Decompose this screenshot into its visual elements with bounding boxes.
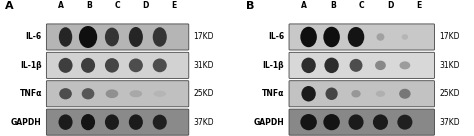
Text: IL-1β: IL-1β: [263, 61, 284, 70]
Text: IL-6: IL-6: [26, 33, 42, 41]
Text: TNFα: TNFα: [19, 89, 42, 98]
Text: B: B: [330, 1, 336, 10]
Text: 25KD: 25KD: [439, 89, 460, 98]
FancyBboxPatch shape: [289, 109, 435, 135]
Ellipse shape: [153, 58, 167, 72]
Text: E: E: [417, 1, 422, 10]
Ellipse shape: [153, 27, 167, 47]
FancyBboxPatch shape: [46, 52, 189, 78]
Text: TNFα: TNFα: [262, 89, 284, 98]
Ellipse shape: [81, 58, 95, 73]
Ellipse shape: [376, 33, 384, 41]
Ellipse shape: [375, 61, 386, 70]
Ellipse shape: [351, 90, 361, 98]
Ellipse shape: [348, 114, 364, 130]
Text: D: D: [387, 1, 394, 10]
FancyBboxPatch shape: [289, 24, 435, 50]
Ellipse shape: [323, 114, 340, 130]
Text: GAPDH: GAPDH: [254, 118, 284, 127]
Ellipse shape: [401, 34, 408, 40]
Text: 31KD: 31KD: [193, 61, 214, 70]
Ellipse shape: [348, 27, 365, 47]
Text: 31KD: 31KD: [439, 61, 460, 70]
Ellipse shape: [326, 87, 337, 100]
Text: 17KD: 17KD: [439, 33, 460, 41]
Text: D: D: [143, 1, 149, 10]
Ellipse shape: [301, 58, 316, 73]
Text: C: C: [359, 1, 365, 10]
Ellipse shape: [105, 114, 119, 130]
Text: A: A: [58, 1, 64, 10]
FancyBboxPatch shape: [46, 24, 189, 50]
Ellipse shape: [373, 114, 388, 130]
Ellipse shape: [349, 59, 363, 72]
Text: IL-6: IL-6: [268, 33, 284, 41]
Ellipse shape: [301, 114, 317, 130]
Text: B: B: [87, 1, 92, 10]
Ellipse shape: [105, 28, 119, 46]
Ellipse shape: [58, 58, 73, 73]
Text: 37KD: 37KD: [439, 118, 460, 127]
Ellipse shape: [82, 88, 94, 99]
Ellipse shape: [58, 114, 73, 130]
Ellipse shape: [400, 61, 410, 69]
FancyBboxPatch shape: [289, 81, 435, 107]
Ellipse shape: [324, 58, 339, 73]
Ellipse shape: [153, 115, 167, 130]
Ellipse shape: [154, 91, 166, 97]
Ellipse shape: [301, 86, 316, 101]
Ellipse shape: [129, 58, 143, 72]
Text: B: B: [246, 1, 255, 11]
Ellipse shape: [399, 89, 410, 99]
Text: 25KD: 25KD: [193, 89, 214, 98]
Ellipse shape: [129, 114, 143, 130]
Ellipse shape: [301, 27, 317, 47]
Text: E: E: [171, 1, 176, 10]
Ellipse shape: [323, 27, 340, 47]
Text: A: A: [5, 1, 13, 11]
Ellipse shape: [129, 90, 142, 97]
FancyBboxPatch shape: [46, 81, 189, 107]
FancyBboxPatch shape: [289, 52, 435, 78]
Text: IL-1β: IL-1β: [20, 61, 42, 70]
Text: A: A: [301, 1, 307, 10]
Ellipse shape: [397, 115, 412, 130]
Ellipse shape: [376, 91, 385, 97]
FancyBboxPatch shape: [46, 109, 189, 135]
Text: 37KD: 37KD: [193, 118, 214, 127]
Ellipse shape: [105, 58, 119, 73]
Ellipse shape: [81, 114, 95, 130]
Text: C: C: [115, 1, 120, 10]
Ellipse shape: [129, 27, 143, 47]
Ellipse shape: [59, 88, 72, 99]
Ellipse shape: [59, 27, 72, 47]
Text: GAPDH: GAPDH: [11, 118, 42, 127]
Ellipse shape: [106, 89, 118, 98]
Text: 17KD: 17KD: [193, 33, 214, 41]
Ellipse shape: [79, 26, 97, 48]
